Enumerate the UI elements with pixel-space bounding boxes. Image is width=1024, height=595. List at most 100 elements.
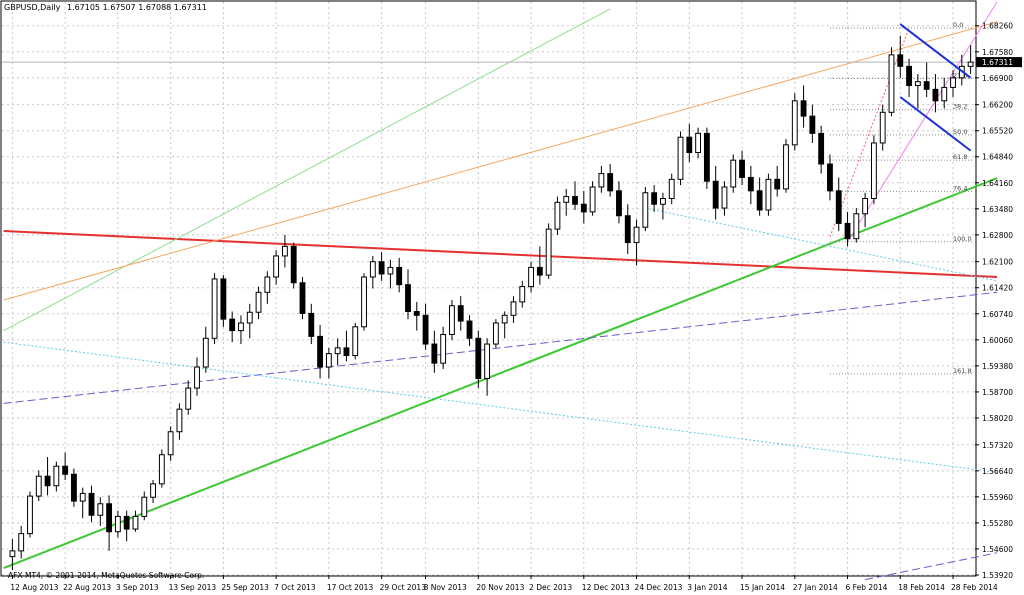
y-tick-label: 1.67580 — [982, 48, 1013, 57]
y-tick-label: 1.55960 — [982, 493, 1013, 502]
fib-level-label: 0.0 — [953, 21, 963, 29]
candle-bearish — [906, 65, 912, 86]
y-tick-label: 1.62800 — [982, 231, 1013, 240]
candle-bullish — [361, 276, 367, 328]
candle-bearish — [536, 266, 543, 276]
x-tick-label: 13 Sep 2013 — [169, 583, 217, 592]
candle-bearish — [290, 245, 297, 284]
candle-bullish — [132, 515, 139, 530]
y-tick-label: 1.58700 — [982, 388, 1013, 397]
x-tick-label: 3 Jan 2014 — [687, 583, 727, 592]
candle-bullish — [27, 495, 33, 535]
candle-bullish — [325, 353, 332, 368]
x-axis: 12 Aug 2013 22 Aug 2013 3 Sep 2013 13 Sep 2… — [10, 575, 998, 592]
candle-bullish — [563, 196, 570, 203]
candle-bearish — [580, 203, 587, 213]
candle-bearish — [827, 163, 833, 192]
candle-bullish — [35, 475, 42, 497]
candle-bullish — [941, 86, 948, 102]
y-tick-label: 1.68260 — [982, 22, 1013, 31]
candle-bullish — [642, 192, 649, 228]
red-resistance-line — [3, 230, 998, 279]
candle-bearish — [703, 132, 710, 182]
x-tick-label: 3 Sep 2013 — [116, 583, 159, 592]
candle-bearish — [739, 159, 745, 178]
candle-bullish — [255, 291, 262, 313]
candle-bearish — [475, 337, 482, 380]
y-tick-label: 1.64160 — [982, 179, 1013, 188]
candle-bullish — [791, 100, 798, 146]
candle-bearish — [405, 284, 411, 312]
candle-bearish — [923, 81, 930, 90]
candle-bearish — [457, 305, 464, 322]
candle-bearish — [88, 492, 95, 516]
blue-flag-line — [899, 96, 972, 152]
candle-bullish — [677, 136, 684, 180]
fib-level-label: 50.0 — [953, 128, 967, 136]
ohlc-label: 1.67105 1.67507 1.67088 1.67311 — [66, 3, 207, 12]
candle-bullish — [18, 533, 25, 552]
candle-bearish — [62, 465, 69, 475]
candle-bearish — [774, 178, 781, 190]
candle-bullish — [387, 266, 394, 275]
candle-bullish — [633, 226, 640, 244]
candle-bullish — [783, 144, 789, 190]
candle-bullish — [950, 77, 956, 88]
candle-bullish — [194, 366, 200, 389]
x-tick-label: 20 Nov 2013 — [476, 583, 524, 592]
y-axis: 1.68260 1.67580 1.66900 1.66200 1.65520 1.648… — [975, 22, 1022, 580]
candle-bullish — [150, 483, 156, 498]
purple-dashed-line — [3, 291, 998, 404]
candle-bullish — [528, 266, 534, 288]
candle-bullish — [211, 278, 218, 339]
candle-bearish — [123, 515, 130, 530]
candle-bearish — [220, 278, 227, 320]
y-tick-label: 1.59380 — [982, 362, 1013, 371]
y-tick-label: 1.66900 — [982, 74, 1013, 83]
candle-bearish — [651, 192, 658, 205]
candle-bullish — [185, 387, 192, 410]
candle-bullish — [167, 431, 174, 456]
candle-bullish — [862, 197, 869, 215]
candle-bearish — [317, 335, 323, 368]
y-tick-label: 1.63480 — [982, 205, 1013, 214]
candle-bullish — [598, 173, 605, 188]
y-tick-label: 1.60740 — [982, 310, 1013, 319]
y-tick-label: 1.56640 — [982, 467, 1013, 476]
candle-bullish — [765, 178, 772, 211]
x-tick-label: 2 Dec 2013 — [529, 583, 572, 592]
candle-bearish — [616, 190, 622, 217]
x-tick-label: 17 Oct 2013 — [327, 583, 374, 592]
candle-bullish — [9, 550, 16, 558]
candle-bearish — [686, 136, 693, 154]
candle-bullish — [879, 111, 886, 144]
candle-bearish — [44, 475, 51, 487]
fib-level-label: 38.2 — [953, 103, 967, 111]
x-tick-label: 6 Feb 2014 — [846, 583, 888, 592]
candle-bullish — [730, 159, 737, 188]
candle-bullish — [440, 333, 447, 364]
green-support-line — [3, 177, 998, 570]
candle-bullish — [369, 261, 376, 278]
fib-level-label: 61.8 — [953, 153, 967, 161]
candle-bearish — [844, 222, 851, 240]
purple-dashed-line-2 — [865, 552, 998, 581]
candle-bullish — [668, 178, 675, 199]
candle-bullish — [853, 213, 860, 240]
candle-bullish — [264, 276, 271, 293]
channel-lines — [899, 23, 972, 152]
x-tick-label: 29 Oct 2013 — [380, 583, 427, 592]
candle-bearish — [422, 314, 429, 345]
candle-bearish — [299, 282, 306, 314]
candle-bullish — [246, 311, 253, 324]
candle-bullish — [870, 142, 877, 199]
x-tick-label: 27 Jan 2014 — [793, 583, 838, 592]
blue-flag-line — [899, 23, 972, 79]
x-tick-label: 22 Aug 2013 — [63, 583, 111, 592]
y-tick-label: 1.61420 — [982, 284, 1013, 293]
candle-bearish — [229, 318, 236, 332]
candle-bullish — [545, 228, 552, 276]
candle-bullish — [519, 286, 526, 303]
candle-bearish — [343, 347, 350, 357]
